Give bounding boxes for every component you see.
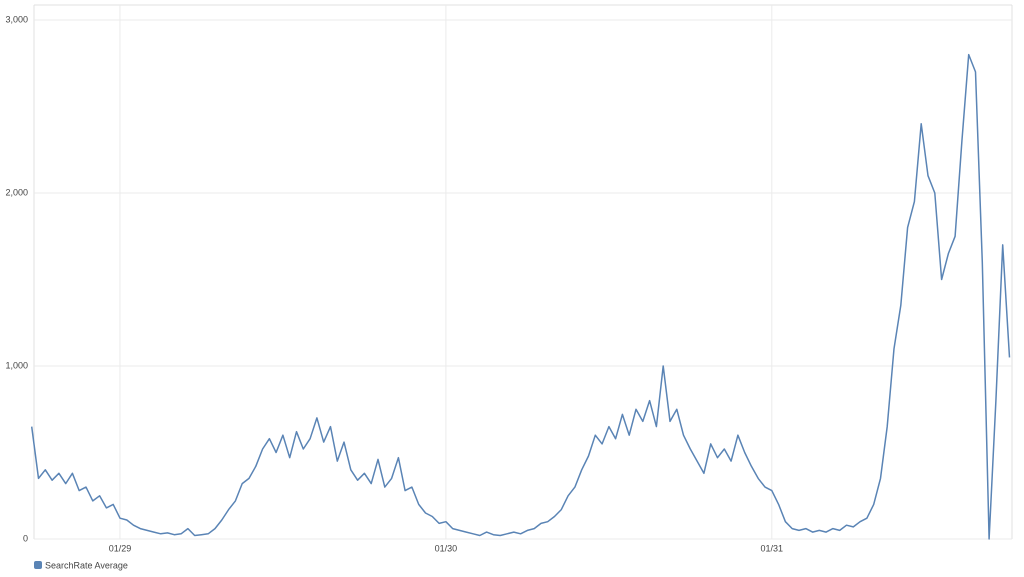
x-tick-label: 01/31 xyxy=(761,543,784,553)
y-tick-label: 3,000 xyxy=(5,14,28,24)
data-line xyxy=(30,53,1011,540)
legend-label: SearchRate Average xyxy=(45,560,128,570)
x-tick-label: 01/30 xyxy=(435,543,458,553)
y-tick-label: 1,000 xyxy=(5,360,28,370)
y-tick-label: 0 xyxy=(23,533,28,543)
y-tick-label: 2,000 xyxy=(5,187,28,197)
x-tick-label: 01/29 xyxy=(109,543,132,553)
legend-swatch xyxy=(34,561,42,569)
